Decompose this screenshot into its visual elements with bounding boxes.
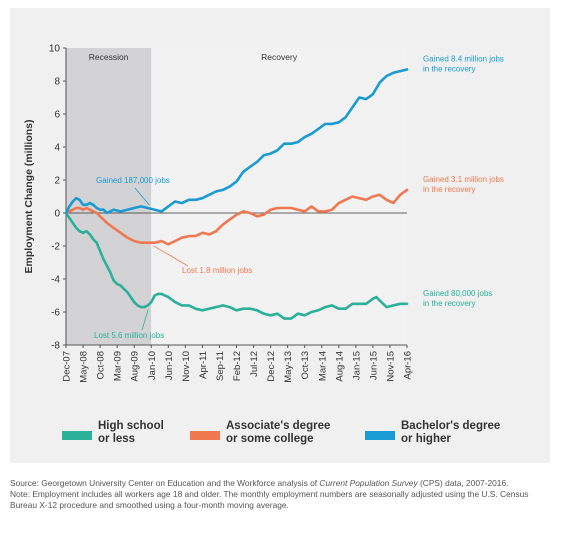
x-tick-label-1: May-08 xyxy=(79,351,90,383)
legend-label-2-line-1: or higher xyxy=(401,433,451,445)
x-tick-label-4: Aug-09 xyxy=(130,351,141,382)
x-tick-label-8: Apr-11 xyxy=(198,351,209,379)
x-tick-label-11: Jul-12 xyxy=(249,351,260,377)
x-tick-label-5: Jan-10 xyxy=(147,351,158,380)
legend-swatch-0 xyxy=(62,431,92,440)
y-tick-label-8: -6 xyxy=(51,308,60,319)
x-tick-label-9: Sep-11 xyxy=(215,351,226,381)
end-label-2-line-0: Gained 80,000 jobs xyxy=(423,289,492,298)
x-tick-label-10: Feb-12 xyxy=(232,351,243,381)
x-tick-label-0: Dec-07 xyxy=(62,351,73,382)
x-tick-label-15: Mar-14 xyxy=(317,351,328,381)
period-label-1: Recovery xyxy=(261,52,298,62)
x-tick-label-18: Jun-15 xyxy=(368,351,379,380)
x-tick-label-13: May-13 xyxy=(283,351,294,383)
end-label-0-line-0: Gained 8.4 million jobs xyxy=(423,54,504,63)
annotation-bachelors-leader xyxy=(134,187,150,206)
y-tick-label-4: 2 xyxy=(54,176,60,187)
y-tick-label-6: -2 xyxy=(51,242,60,253)
annotation-highschool-recession: Lost 5.6 million jobs xyxy=(94,331,164,340)
y-tick-label-1: 8 xyxy=(54,77,60,88)
bachelors-line xyxy=(64,68,409,215)
legend-label-2-line-0: Bachelor's degree xyxy=(401,420,500,432)
x-tick-label-12: Dec-12 xyxy=(266,351,277,382)
source-suffix: (CPS) data, 2007-2016. xyxy=(417,478,509,488)
legend-label-1-line-0: Associate's degree xyxy=(226,420,330,432)
legend-label-0-line-0: High school xyxy=(98,420,164,432)
x-tick-label-19: Nov-15 xyxy=(385,351,396,382)
high-school-line xyxy=(64,211,409,320)
y-axis-title: Employment Change (millions) xyxy=(23,119,35,273)
x-tick-label-2: Oct-08 xyxy=(96,351,107,380)
end-label-1-line-0: Gained 3.1 million jobs xyxy=(423,175,504,184)
source-italic: Current Population Survey xyxy=(319,478,418,488)
y-tick-label-3: 4 xyxy=(54,143,60,154)
y-tick-label-2: 6 xyxy=(54,110,60,121)
annotation-bachelors-recession: Gained 187,000 jobs xyxy=(96,176,170,185)
x-tick-label-6: Jun-10 xyxy=(164,351,175,380)
x-tick-label-3: Mar-09 xyxy=(113,351,124,381)
annotation-associates-recession: Lost 1.8 million jobs xyxy=(182,266,252,275)
x-tick-label-17: Jan-15 xyxy=(351,351,362,380)
source-prefix: Source: Georgetown University Center on … xyxy=(10,478,320,488)
y-tick-label-0: 10 xyxy=(49,44,61,55)
employment-change-chart: Recession Recovery 10 8 6 4 2 0 -2 -4 -6 -8 Employme… xyxy=(23,44,504,446)
source-note: Source: Georgetown University Center on … xyxy=(10,478,555,511)
note-text: Note: Employment includes all workers ag… xyxy=(10,489,529,510)
legend-label-1-line-1: or some college xyxy=(226,433,314,445)
period-label-0: Recession xyxy=(89,52,129,62)
x-tick-label-7: Nov-10 xyxy=(181,351,192,382)
end-label-1-line-1: in the recovery xyxy=(423,185,475,194)
legend-label-0-line-1: or less xyxy=(98,433,135,445)
end-label-0-line-1: in the recovery xyxy=(423,64,475,73)
end-label-2-line-1: in the recovery xyxy=(423,299,475,308)
legend-swatch-2 xyxy=(365,431,395,440)
period-band-0 xyxy=(66,48,152,345)
x-tick-label-20: Apr-16 xyxy=(403,351,414,380)
chart-panel: Recession Recovery 10 8 6 4 2 0 -2 -4 -6 -8 Employme… xyxy=(10,8,550,463)
y-tick-label-9: -8 xyxy=(51,341,60,352)
x-tick-label-14: Oct-13 xyxy=(300,351,311,380)
annotation-associates-leader xyxy=(153,245,189,267)
y-tick-label-7: -4 xyxy=(51,275,60,286)
y-tick-label-5: 0 xyxy=(54,209,60,220)
x-tick-label-16: Aug-14 xyxy=(334,351,345,382)
legend-swatch-1 xyxy=(190,431,220,440)
annotation-highschool-leader xyxy=(141,309,149,331)
associates-line xyxy=(64,188,409,246)
